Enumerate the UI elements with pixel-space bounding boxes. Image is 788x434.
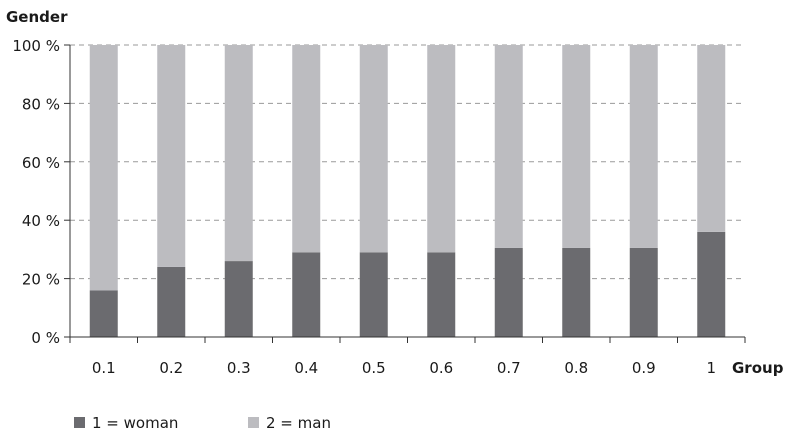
x-tick-label: 0.6 [429,359,453,377]
legend-label: 1 = woman [92,414,178,432]
bar-man [224,45,253,262]
y-tick-label: 60 % [22,154,60,172]
y-tick-label: 0 % [31,329,60,347]
x-tick-label: 0.5 [362,359,386,377]
bar-man [629,45,658,248]
bar-man [359,45,388,253]
y-tick-label: 80 % [22,95,60,113]
x-axis-label: Group [732,359,784,377]
y-tick-labels: 0 % 20 % 40 % 60 % 80 % 100 % [12,37,70,347]
bar-woman [562,247,591,337]
legend-swatch [74,417,85,428]
bar-man [494,45,523,248]
y-tick-label: 100 % [12,37,60,55]
bar-woman [89,290,118,337]
bar-woman [292,252,321,337]
x-tick-label: 1 [706,359,716,377]
bars [89,45,726,337]
y-tick-label: 40 % [22,212,60,230]
x-tick-label: 0.8 [564,359,588,377]
x-tick-label: 0.2 [159,359,183,377]
bar-woman [697,231,726,337]
bar-man [697,45,726,232]
x-tick-label: 0.3 [227,359,251,377]
bar-man [89,45,118,291]
bar-woman [157,266,186,337]
x-tick-label: 0.4 [294,359,318,377]
x-tick-labels: 0.1 0.2 0.3 0.4 0.5 0.6 0.7 0.8 0.9 1 [69,337,746,377]
bar-man [292,45,321,253]
x-tick-label: 0.7 [497,359,521,377]
bar-woman [427,252,456,337]
x-tick-label: 0.9 [632,359,656,377]
y-tick-label: 20 % [22,271,60,289]
bar-man [562,45,591,248]
legend-swatch [248,417,259,428]
bar-woman [224,261,253,337]
x-tick-label: 0.1 [92,359,116,377]
bar-woman [359,252,388,337]
legend: 1 = woman 2 = man [74,414,331,432]
bar-man [157,45,186,267]
bar-woman [629,247,658,337]
legend-label: 2 = man [266,414,331,432]
bar-man [427,45,456,253]
bar-woman [494,247,523,337]
chart-title: Gender [6,8,68,26]
